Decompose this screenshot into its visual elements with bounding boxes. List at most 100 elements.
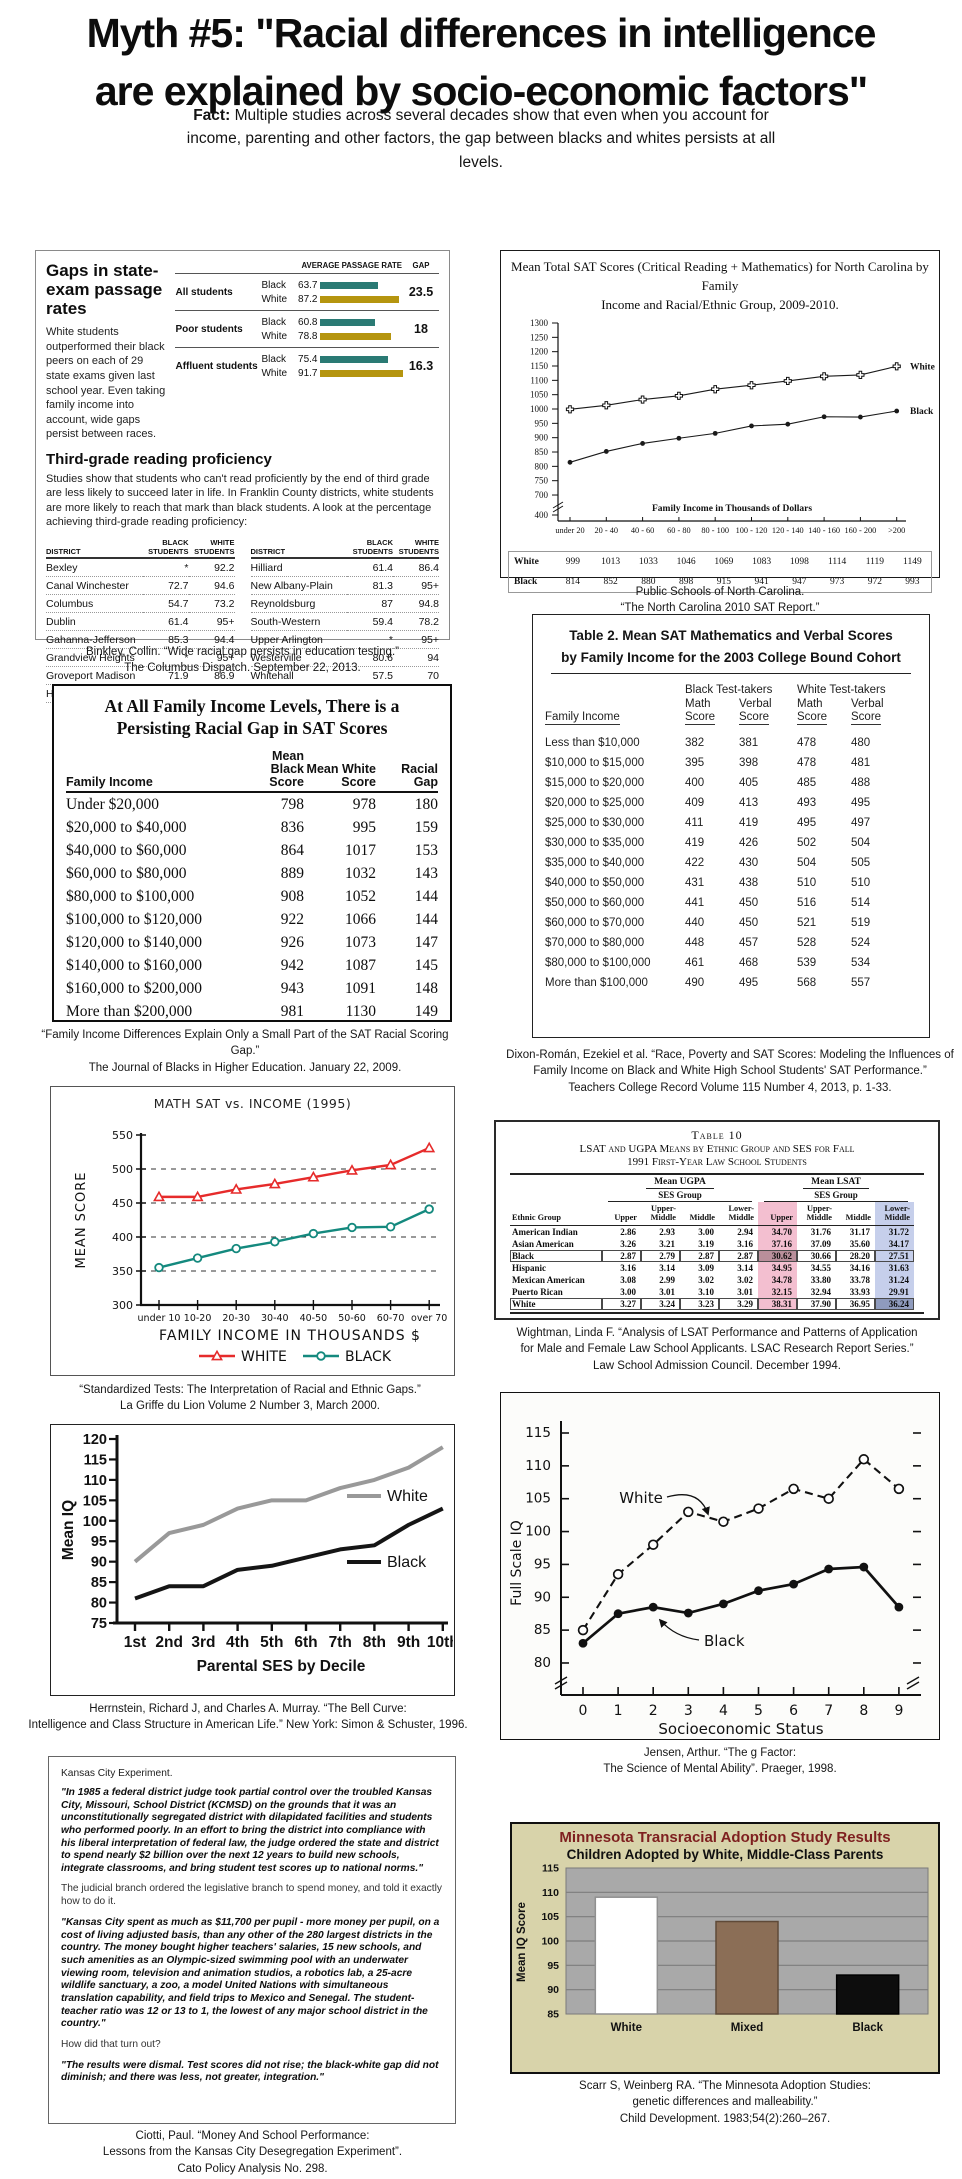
minnesota-bar-chart: 85 90 95 100 105 110 115 White Mixed Black Mean IQ…: [516, 1863, 929, 2034]
svg-text:Mean IQ: Mean IQ: [60, 1500, 77, 1560]
nc-sat-chart-title: Mean Total SAT Scores (Critical Reading …: [501, 258, 939, 315]
value-cell: 38.31: [758, 1297, 797, 1310]
svg-text:>200: >200: [888, 526, 905, 535]
svg-text:6: 6: [789, 1703, 798, 1719]
sat-gap-title-line2: Persisting Racial Gap in SAT Scores: [116, 717, 388, 738]
value-cell: 1083: [752, 556, 772, 567]
svg-text:850: 850: [535, 447, 549, 457]
white-cell: 86.4: [393, 558, 439, 578]
svg-text:4: 4: [719, 1703, 728, 1719]
svg-text:White: White: [387, 1488, 428, 1505]
svg-text:90: 90: [91, 1555, 107, 1571]
white-cell: 73.2: [188, 594, 235, 614]
black-cell: *: [347, 630, 393, 650]
table-row: $20,000 to $25,000 409 413 493 495: [545, 793, 917, 813]
column-header: WHITE STUDENTS: [188, 537, 235, 560]
value-cell: 31.17: [849, 1226, 870, 1237]
cell: 836: [280, 818, 304, 836]
sub-header: Math: [685, 697, 711, 710]
citation-line: Intelligence and Class Structure in Amer…: [28, 1719, 468, 1732]
district-tables: DISTRICT BLACK STUDENTS WHITE STUDENTS Bexl…: [46, 537, 439, 704]
cell: 995: [352, 818, 376, 836]
svg-text:1200: 1200: [530, 346, 549, 356]
cell: 568: [797, 976, 817, 989]
svg-text:60 - 80: 60 - 80: [667, 526, 691, 535]
citation-line: Cato Policy Analysis No. 298.: [177, 2162, 328, 2175]
citation-line: for Male and Female Law School Applicant…: [520, 1343, 914, 1356]
cell: 495: [739, 976, 759, 989]
cell: 144: [414, 910, 438, 928]
column-header: Score: [739, 710, 770, 725]
district-table-right: DISTRICT BLACK STUDENTS WHITE STUDENTS Hill…: [250, 537, 439, 704]
svg-text:95: 95: [91, 1534, 107, 1550]
paragraph: The judicial branch ordered the legislat…: [61, 1883, 442, 1908]
value-cell: 3.08: [620, 1274, 636, 1285]
column-header: Mean Black Score: [269, 748, 304, 789]
cell: 144: [414, 887, 438, 905]
svg-text:100: 100: [525, 1524, 551, 1540]
cell: 422: [685, 856, 705, 869]
bar: [320, 355, 389, 363]
value-cell: 34.78: [758, 1273, 797, 1286]
nc-sat-data-table: White 999 1013 1033 1046 1069 1083 1098 1114 1119…: [508, 550, 932, 593]
state-exam-heading: Gaps in state-exam passage rates: [46, 261, 163, 319]
value-cell: 941: [754, 576, 769, 587]
svg-text:10th: 10th: [427, 1634, 453, 1651]
group-header: Black Test-takers: [685, 683, 773, 696]
svg-text:over 70: over 70: [411, 1313, 447, 1324]
svg-text:Black: Black: [704, 1632, 745, 1650]
svg-text:9th: 9th: [397, 1634, 420, 1651]
column-header: Family Income: [545, 710, 620, 725]
group-bars: Black 63.7 White 87.2: [261, 278, 403, 306]
cell: 1066: [345, 910, 376, 928]
quoted-paragraph: "In 1985 a federal district judge took p…: [61, 1787, 439, 1874]
cell: $100,000 to $120,000: [66, 910, 203, 928]
citation-line: La Griffe du Lion Volume 2 Number 3, Mar…: [120, 1400, 380, 1413]
passage-rate-header: AVERAGE PASSAGE RATE GAP: [175, 261, 439, 273]
citation-line: Scarr S, Weinberg RA. “The Minnesota Ado…: [579, 2080, 871, 2092]
nc-sat-chart-panel: Mean Total SAT Scores (Critical Reading …: [500, 250, 940, 593]
svg-text:8th: 8th: [363, 1634, 386, 1651]
table-row: Westerville 80.6 94: [250, 648, 439, 668]
svg-text:950: 950: [535, 418, 549, 428]
state-exam-panel: Gaps in state-exam passage rates White s…: [35, 250, 450, 704]
table-row: $40,000 to $60,000 864 1017 153: [66, 839, 438, 862]
cell: 510: [797, 876, 817, 889]
table-row: $35,000 to $40,000 422 430 504 505: [545, 853, 917, 873]
table-row: $80,000 to $100,000 908 1052 144: [66, 885, 438, 908]
cell: 381: [739, 736, 759, 749]
value-cell: 915: [716, 576, 731, 587]
state-exam-intro: White students outperformed their black …: [46, 326, 166, 441]
svg-text:105: 105: [83, 1493, 107, 1509]
svg-text:350: 350: [112, 1265, 133, 1278]
column-header: DISTRICT: [46, 537, 143, 560]
citation-line: Child Development. 1983;54(2):260–267.: [619, 2112, 831, 2125]
passage-rate-group: Affluent students Black 75.4 White 91.7 16.3: [175, 347, 439, 384]
value-cell: 2.93: [659, 1226, 675, 1237]
race-label: White: [261, 367, 288, 379]
cell: 1032: [345, 864, 376, 882]
citation-line: “Standardized Tests: The Interpretation …: [79, 1384, 421, 1396]
value-cell: 3.01: [659, 1286, 675, 1297]
svg-text:3rd: 3rd: [191, 1634, 215, 1651]
sat-gap-title-line1: At All Family Income Levels, There is a: [104, 696, 400, 716]
value-cell: 972: [867, 576, 882, 587]
ethnic-group-cell: Asian American: [512, 1238, 574, 1249]
cell: $80,000 to $100,000: [66, 887, 195, 905]
cell: $70,000 to $80,000: [545, 936, 645, 949]
value-label: 78.8: [298, 330, 318, 342]
citation-line: The Journal of Blacks in Higher Educatio…: [88, 1061, 402, 1074]
page-title-line2: are explained by socio-economic factors": [94, 68, 868, 115]
citation-line: Law School Admission Council. December 1…: [592, 1359, 842, 1372]
cell: 485: [797, 776, 817, 789]
svg-text:120: 120: [83, 1432, 107, 1448]
value-cell: 3.26: [620, 1238, 636, 1249]
svg-text:under 10: under 10: [138, 1313, 181, 1324]
cell: More than $100,000: [545, 976, 648, 989]
math-sat-chart-panel: MATH SAT vs. INCOME (1995) 300 350 400 450 5…: [50, 1086, 455, 1376]
value-cell: 3.00: [620, 1286, 636, 1297]
bell-curve-line-chart: 75 80 85 90 95 100 105 110 115 120 1st 2nd 3rd 4th 5th…: [60, 1432, 459, 1675]
bar: [320, 332, 392, 340]
kansas-city-body: "In 1985 a federal district judge took p…: [61, 1787, 443, 2085]
svg-text:3: 3: [684, 1703, 693, 1719]
